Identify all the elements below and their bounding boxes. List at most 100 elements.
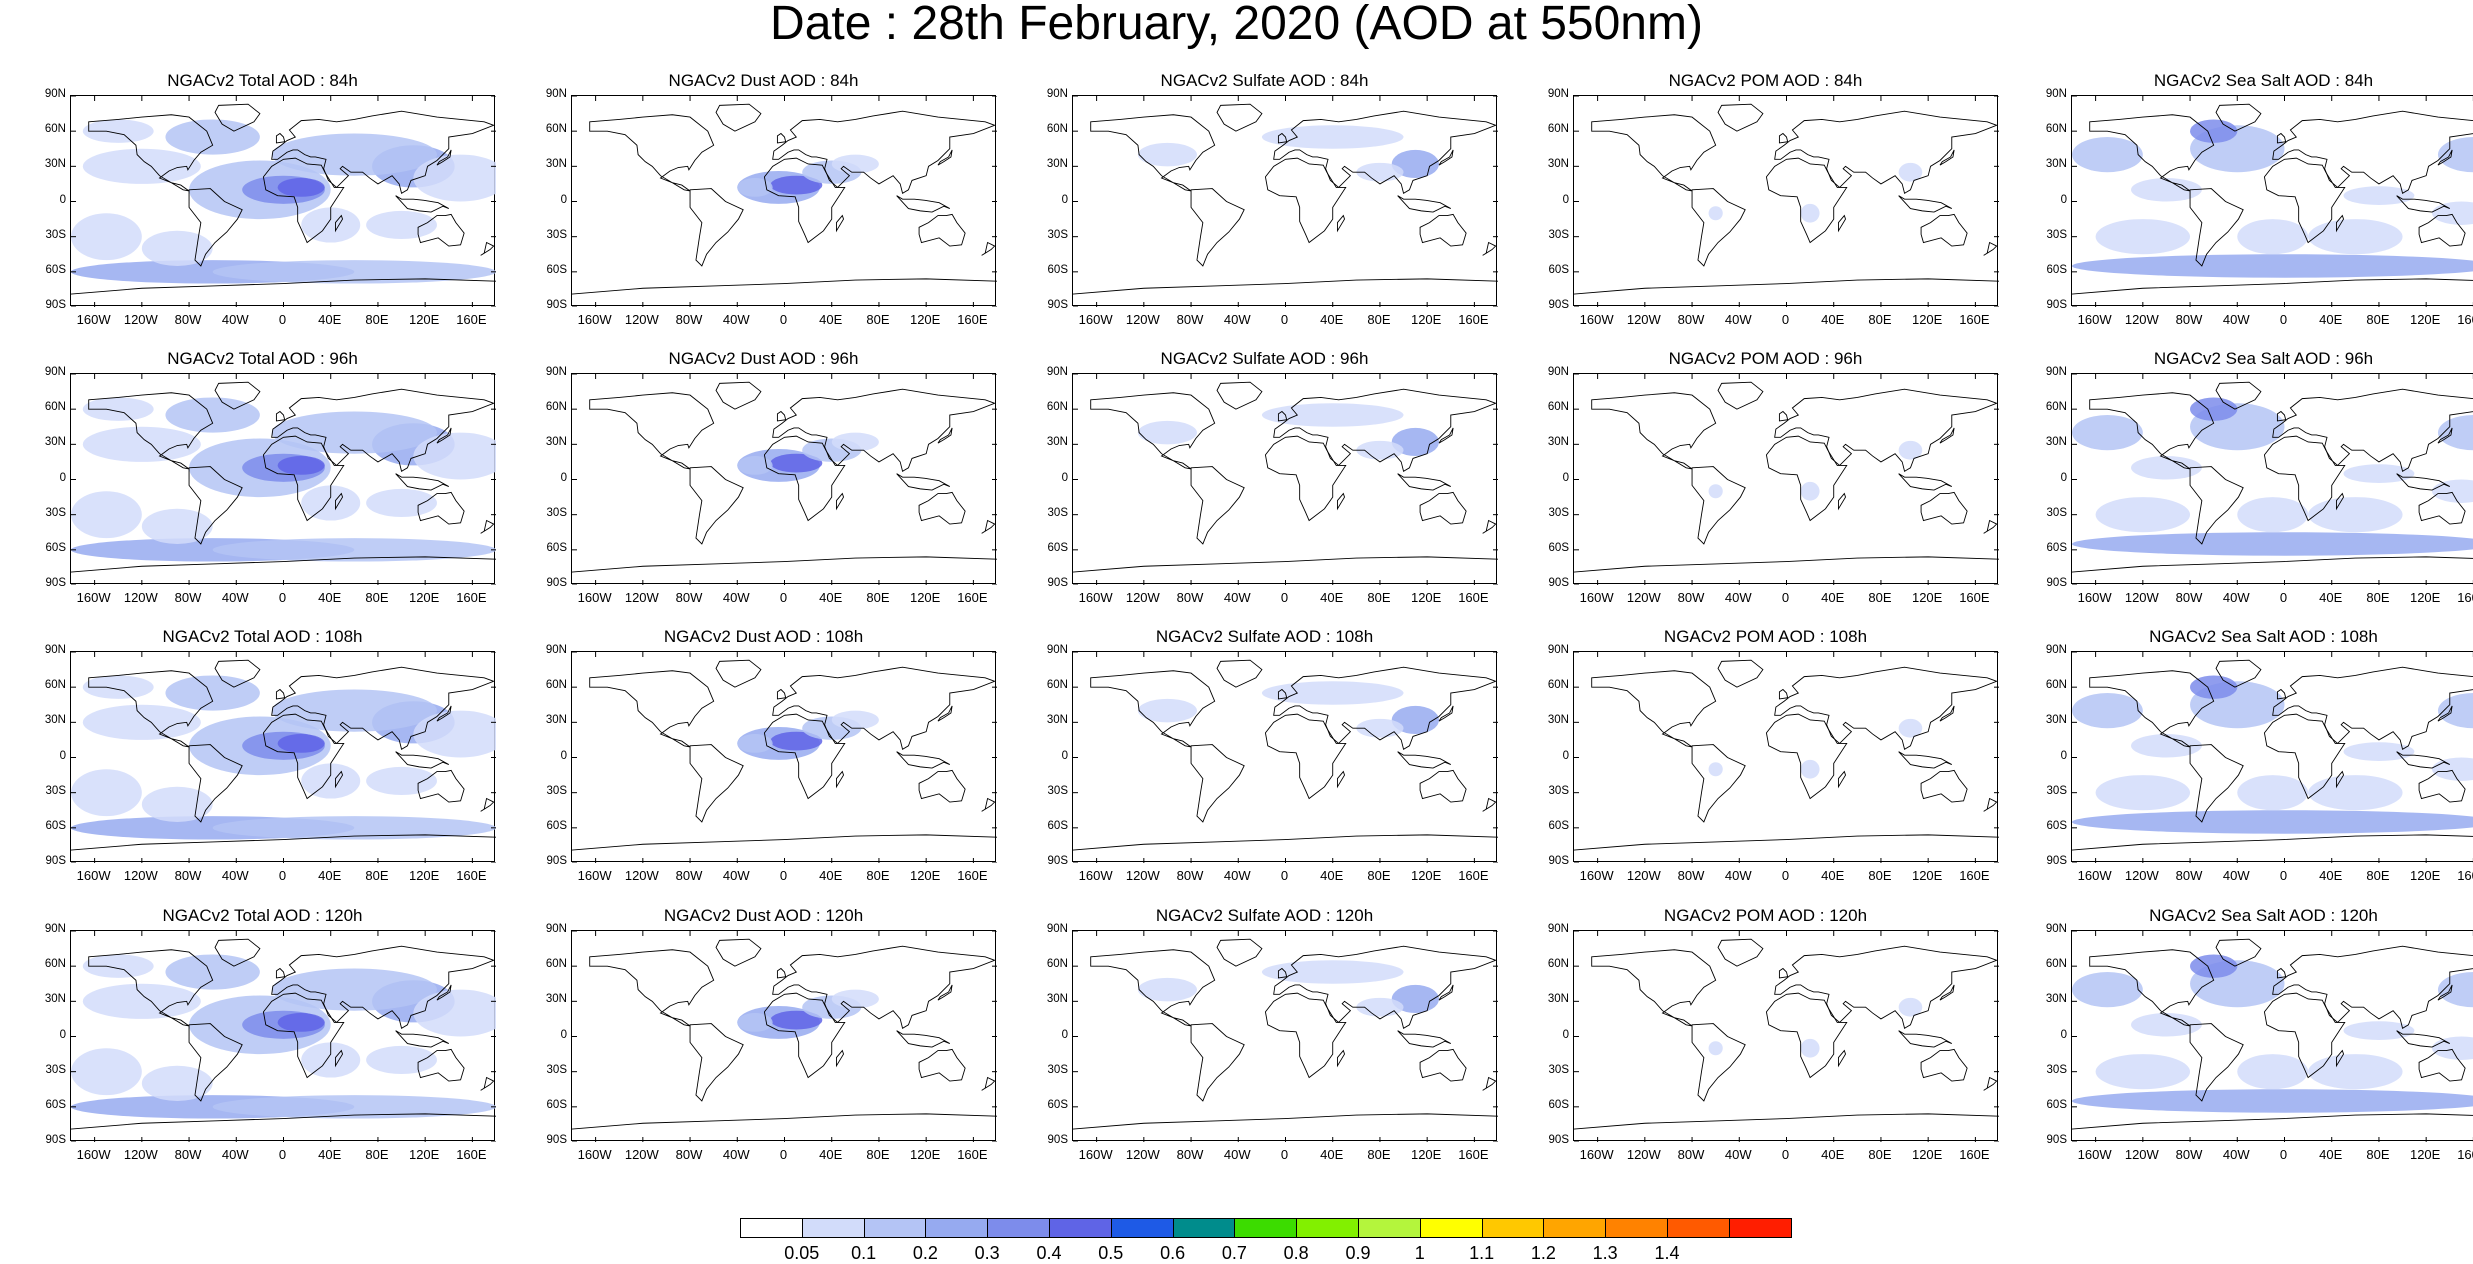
lon-tick-label: 80W	[2175, 312, 2203, 327]
lat-tick-label: 30N	[545, 993, 567, 1006]
coastline-uk	[275, 410, 286, 422]
lat-tick-label: 90N	[1547, 644, 1569, 656]
lon-tick-label: 80W	[2175, 1147, 2203, 1162]
panel-title: NGACv2 Dust AOD : 108h	[663, 627, 864, 646]
world-map	[71, 96, 496, 307]
coastline-australia	[1920, 213, 1968, 247]
lat-tick-label: 30N	[1547, 436, 1569, 449]
panel-title: NGACv2 Sea Salt AOD : 120h	[2149, 906, 2378, 925]
coastline-new-zealand	[1983, 519, 1998, 534]
coastline-north-america	[88, 949, 214, 1027]
aod-region	[82, 675, 154, 699]
aod-region	[1137, 698, 1197, 723]
coastline-north-america	[1591, 392, 1717, 470]
colorbar-label: 0.3	[974, 1243, 1000, 1263]
lat-tick-label: 60S	[2046, 263, 2067, 276]
coastline-eurasia	[271, 110, 495, 194]
coastline-south-america	[188, 744, 243, 823]
coastline-africa	[1765, 992, 1848, 1079]
coastline-antarctica	[1073, 278, 1498, 295]
coastline-eurasia	[1774, 945, 1998, 1029]
lon-tick-label: 120E	[1911, 1147, 1943, 1162]
coastline-antarctica	[1574, 278, 1999, 295]
lat-tick-label: 30S	[45, 1063, 66, 1076]
lat-tick-label: 0	[560, 193, 567, 206]
lon-tick-label: 80E	[1367, 312, 1391, 327]
lon-tick-label: 120W	[2124, 868, 2159, 883]
map-panel-total-3: NGACv2 Total AOD : 120h 90N 60N 30N 0 30S 60S 9…	[30, 906, 515, 1176]
coastline-japan	[1939, 149, 1955, 166]
lon-tick-label: 0	[2279, 868, 2288, 883]
lat-tick-label: 60S	[45, 541, 66, 554]
coastline-greenland	[2215, 659, 2262, 688]
aod-region	[212, 1095, 496, 1119]
lat-tick-label: 90S	[1548, 855, 1569, 867]
coastline-australia	[918, 1048, 966, 1082]
lon-tick-label: 40E	[819, 1147, 843, 1162]
lon-tick-label: 40E	[819, 868, 843, 883]
colorbar-label: 1.4	[1654, 1243, 1680, 1263]
lon-tick-label: 0	[2279, 312, 2288, 327]
coastline-south-america	[689, 1023, 744, 1102]
map-panel-sulfate-3: NGACv2 Sulfate AOD : 120h 90N 60N 30N 0 30S 60…	[1032, 906, 1517, 1176]
aod-region	[1137, 977, 1197, 1002]
colorbar-swatch	[1419, 1218, 1483, 1238]
coastline-new-zealand	[1482, 1076, 1497, 1091]
coastline-greenland	[1216, 938, 1263, 967]
map-panel-sulfate-0: NGACv2 Sulfate AOD : 84h 90N 60N 30N 0 30S 60S…	[1032, 71, 1517, 341]
aod-region	[2343, 186, 2415, 206]
coastline-indonesia	[395, 195, 449, 213]
lon-tick-label: 160W	[1579, 312, 1614, 327]
coastline-greenland	[214, 938, 261, 967]
coastline-madagascar	[835, 214, 845, 233]
lon-tick-label: 160W	[577, 868, 612, 883]
aod-region	[271, 968, 437, 1011]
coastline-madagascar	[334, 214, 344, 233]
coastline-africa	[763, 713, 846, 800]
coastline-greenland	[1717, 659, 1764, 688]
aod-region	[1898, 718, 1923, 738]
lat-tick-label: 90N	[44, 644, 66, 656]
coastline-uk	[776, 132, 787, 144]
world-map	[2072, 931, 2473, 1142]
coastline-africa	[1264, 713, 1347, 800]
aod-region	[2237, 219, 2309, 255]
lon-tick-label: 160W	[2077, 1147, 2112, 1162]
colorbar-swatch	[863, 1218, 927, 1238]
coastline-uk	[1277, 410, 1288, 422]
aod-region	[1137, 420, 1197, 445]
coastline-uk	[1778, 132, 1789, 144]
coastline-indonesia	[1397, 1030, 1451, 1048]
aod-region	[2131, 456, 2202, 480]
lat-tick-label: 30N	[1046, 993, 1068, 1006]
lon-tick-label: 80E	[1367, 590, 1391, 605]
map-panel-pom-2: NGACv2 POM AOD : 108h 90N 60N 30N 0 30S 60S 90S…	[1533, 627, 2018, 897]
lon-tick-label: 160W	[577, 590, 612, 605]
lon-tick-label: 40E	[1821, 1147, 1845, 1162]
coastline-north-america	[2089, 949, 2215, 1027]
lat-tick-label: 30N	[1046, 158, 1068, 171]
coastline-indonesia	[395, 751, 449, 769]
coastline-greenland	[1216, 659, 1263, 688]
colorbar-label: 1.2	[1530, 1243, 1556, 1263]
aod-region	[366, 210, 437, 240]
coastline-north-america	[1591, 670, 1717, 748]
colorbar-swatch	[925, 1218, 989, 1238]
lon-tick-label: 80E	[365, 312, 389, 327]
lat-tick-label: 90S	[546, 577, 567, 589]
coastline-japan	[1438, 984, 1454, 1001]
aod-field	[71, 397, 496, 562]
lon-tick-label: 80W	[1677, 312, 1705, 327]
lat-tick-label: 90S	[45, 1134, 66, 1146]
colorbar-swatch	[1234, 1218, 1298, 1238]
coastline-eurasia	[772, 945, 996, 1029]
lon-tick-label: 160E	[1959, 312, 1990, 327]
aod-field	[1137, 960, 1439, 1017]
lon-tick-label: 40E	[2319, 590, 2343, 605]
coastline-south-america	[2189, 188, 2244, 267]
map-frame	[571, 373, 997, 585]
lon-tick-label: 40W	[722, 868, 750, 883]
panel-title: NGACv2 POM AOD : 108h	[1663, 627, 1868, 646]
map-panel-total-2: NGACv2 Total AOD : 108h 90N 60N 30N 0 30S 60S 9…	[30, 627, 515, 897]
coastline-antarctica	[1073, 834, 1498, 851]
